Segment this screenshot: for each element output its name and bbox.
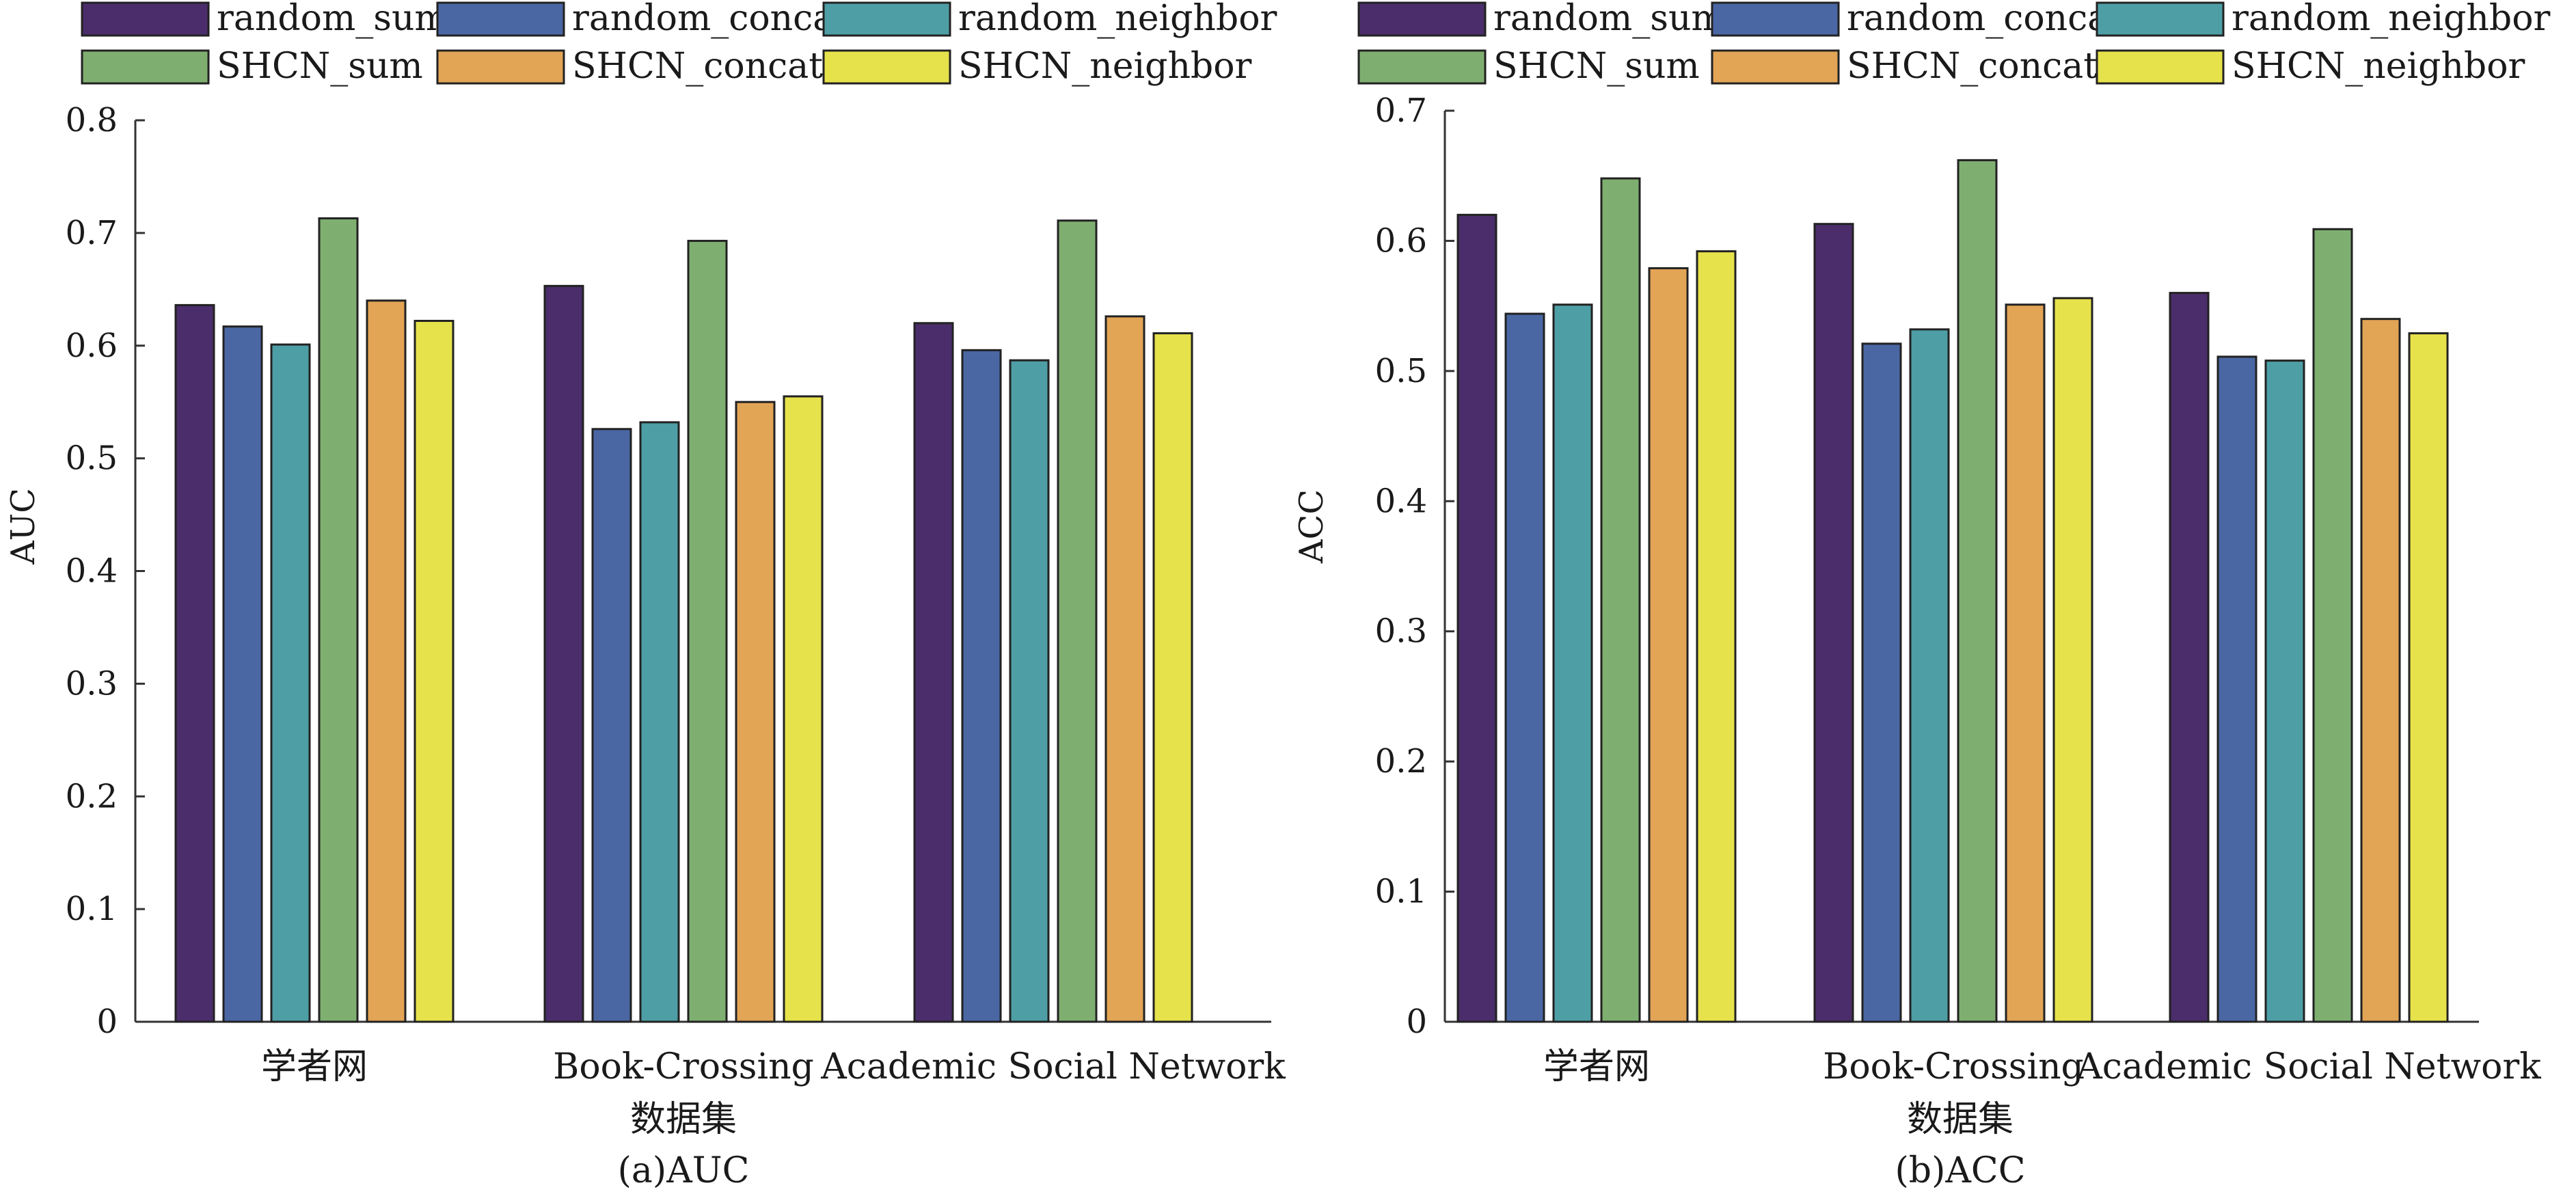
acc-category-label: 学者网: [1543, 1046, 1650, 1087]
acc-y-tick-label: 0.2: [1375, 742, 1427, 781]
acc-y-tick-label: 0.1: [1375, 873, 1427, 911]
acc-bar-shcn-sum: [2312, 228, 2353, 1023]
auc-y-tick-label: 0.5: [66, 439, 118, 478]
auc-legend-label: SHCN_sum: [217, 46, 423, 87]
auc-category-label: Book-Crossing: [553, 1046, 814, 1087]
acc-x-axis-title: 数据集: [1907, 1099, 2014, 1140]
acc-bar-random-neighbor: [1909, 328, 1950, 1023]
auc-y-tick-label: 0.8: [66, 101, 118, 139]
acc-legend-swatch: [1357, 49, 1487, 85]
acc-legend-swatch: [2096, 1, 2225, 37]
acc-bar-random-concat: [1861, 342, 1902, 1023]
auc-y-tick-label: 0.2: [66, 777, 118, 815]
auc-y-tick-label: 0: [96, 1003, 118, 1041]
acc-category-label: Book-Crossing: [1823, 1046, 2084, 1087]
acc-bar-random-sum: [1813, 223, 1854, 1023]
acc-bar-shcn-sum: [1600, 177, 1641, 1023]
auc-bar-random-neighbor: [1009, 359, 1050, 1023]
acc-bar-shcn-neighbor: [1696, 250, 1737, 1023]
acc-y-tick-label: 0: [1406, 1003, 1427, 1041]
acc-y-tick-label: 0.6: [1375, 221, 1427, 260]
auc-bar-shcn-concat: [735, 401, 776, 1023]
acc-y-tick-label: 0.3: [1375, 612, 1427, 651]
acc-legend-label: SHCN_concat: [1847, 46, 2098, 87]
acc-y-axis-title: ACC: [1292, 489, 1331, 564]
auc-legend-label: SHCN_neighbor: [958, 46, 1252, 87]
auc-legend-label: random_sum: [217, 0, 448, 39]
acc-bar-random-neighbor: [1552, 303, 1593, 1023]
acc-bar-random-concat: [2216, 355, 2258, 1023]
auc-bar-random-sum: [543, 284, 584, 1023]
auc-category-label: 学者网: [261, 1046, 368, 1087]
auc-bar-shcn-neighbor: [413, 319, 455, 1023]
auc-bar-random-concat: [222, 325, 263, 1023]
acc-legend-label: random_concat: [1847, 0, 2123, 39]
acc-bar-random-sum: [1456, 213, 1497, 1023]
auc-y-tick-label: 0.7: [66, 214, 118, 252]
acc-y-tick-label: 0.5: [1375, 352, 1427, 390]
auc-bar-random-concat: [961, 349, 1002, 1023]
auc-y-tick-label: 0.3: [66, 664, 118, 703]
auc-bar-random-sum: [913, 322, 954, 1023]
auc-bar-shcn-neighbor: [1152, 332, 1193, 1023]
acc-legend-label: SHCN_sum: [1493, 46, 1700, 87]
auc-legend-label: random_neighbor: [958, 0, 1277, 39]
auc-category-label: Academic Social Network: [820, 1046, 1286, 1087]
auc-bar-random-neighbor: [270, 343, 311, 1023]
acc-bar-shcn-concat: [2005, 303, 2046, 1023]
acc-bar-shcn-neighbor: [2052, 297, 2093, 1023]
acc-legend-label: SHCN_neighbor: [2232, 46, 2525, 87]
auc-chart-panel: AUC 数据集 (a)AUC 0 0.1 0.2 0.3 0.4 0.5 0.6 0.7 0.8…: [4, 0, 1286, 1191]
auc-bar-random-sum: [174, 303, 215, 1023]
auc-bar-shcn-neighbor: [783, 395, 824, 1023]
acc-bar-shcn-concat: [2360, 318, 2401, 1023]
auc-caption: (a)AUC: [618, 1150, 750, 1191]
auc-legend-swatch: [822, 1, 951, 37]
acc-legend-label: random_sum: [1493, 0, 1725, 39]
acc-y-tick-label: 0.7: [1375, 92, 1427, 130]
auc-legend-label: random_concat: [572, 0, 848, 39]
acc-category-label: Academic Social Network: [2076, 1046, 2541, 1087]
auc-bar-random-neighbor: [639, 421, 680, 1023]
acc-bar-shcn-concat: [1648, 267, 1689, 1023]
auc-y-axis-title: AUC: [4, 488, 42, 565]
auc-legend-swatch: [436, 1, 565, 37]
acc-bar-shcn-sum: [1957, 159, 1998, 1023]
auc-legend-swatch: [81, 1, 210, 37]
auc-bar-shcn-sum: [1057, 219, 1098, 1023]
auc-y-tick-label: 0.1: [66, 890, 118, 928]
acc-legend-label: random_neighbor: [2232, 0, 2551, 39]
acc-caption: (b)ACC: [1895, 1150, 2026, 1191]
acc-bar-random-neighbor: [2264, 359, 2305, 1023]
auc-legend-label: SHCN_concat: [572, 46, 823, 87]
acc-legend-swatch: [1711, 1, 1840, 37]
acc-legend-swatch: [1711, 49, 1840, 85]
auc-bar-shcn-sum: [687, 239, 728, 1023]
acc-y-tick-label: 0.4: [1375, 482, 1427, 520]
acc-legend-swatch: [1357, 1, 1487, 37]
auc-legend-swatch: [436, 49, 565, 85]
acc-chart-panel: ACC 数据集 (b)ACC 0 0.1 0.2 0.3 0.4 0.5 0.6 0.7 学者网…: [1292, 0, 2551, 1191]
auc-bar-shcn-concat: [1104, 315, 1145, 1023]
auc-bar-random-concat: [591, 428, 632, 1023]
auc-y-tick-label: 0.6: [66, 327, 118, 365]
auc-bar-shcn-concat: [366, 299, 407, 1023]
acc-legend-swatch: [2096, 49, 2225, 85]
auc-legend-swatch: [822, 49, 951, 85]
auc-legend-swatch: [81, 49, 210, 85]
acc-bar-random-sum: [2169, 292, 2210, 1023]
acc-bar-random-concat: [1504, 312, 1545, 1023]
acc-bar-shcn-neighbor: [2408, 332, 2449, 1023]
auc-y-tick-label: 0.4: [66, 552, 118, 591]
auc-x-axis-title: 数据集: [630, 1099, 737, 1140]
auc-bar-shcn-sum: [318, 217, 359, 1023]
